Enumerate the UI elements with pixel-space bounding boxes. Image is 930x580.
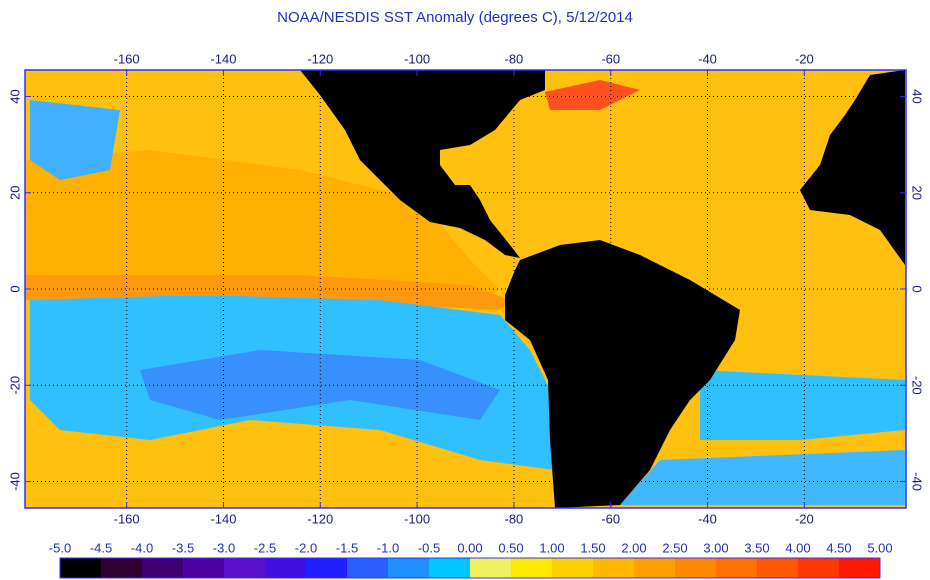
colorbar-label: 5.00 [867, 540, 892, 555]
land [800, 70, 905, 265]
cool-region [30, 100, 120, 180]
colorbar-swatch [388, 558, 429, 578]
lon-tick-label: -80 [505, 511, 524, 526]
colorbar-label: -3.0 [213, 540, 235, 555]
colorbar-swatch [593, 558, 634, 578]
colorbar-swatch [429, 558, 470, 578]
title: NOAA/NESDIS SST Anomaly (degrees C), 5/1… [277, 9, 633, 26]
land [300, 70, 545, 258]
lon-tick-label: -40 [698, 511, 717, 526]
lat-tick-label: 40 [7, 89, 22, 103]
land [505, 240, 740, 508]
colorbar-frame [59, 557, 881, 579]
colorbar-label: 4.50 [826, 540, 851, 555]
lat-tick-label: 40 [910, 89, 925, 103]
lat-tick-label: 0 [7, 285, 22, 292]
colorbar-swatch [347, 558, 388, 578]
lon-tick-label: -20 [795, 511, 814, 526]
colorbar-swatch [675, 558, 716, 578]
colorbar-label: 4.00 [785, 540, 810, 555]
lon-tick-label: -120 [307, 51, 333, 66]
lon-tick-label: -100 [404, 51, 430, 66]
colorbar-swatch [60, 558, 101, 578]
colorbar-swatch [142, 558, 183, 578]
colorbar-label: -2.5 [254, 540, 276, 555]
colorbar-swatch [839, 558, 880, 578]
colorbar-label: -3.5 [172, 540, 194, 555]
lon-tick-label: -40 [698, 51, 717, 66]
colorbar-label: -4.0 [131, 540, 153, 555]
lat-tick-label: 0 [910, 285, 925, 292]
colorbar-swatch [757, 558, 798, 578]
lon-tick-label: -80 [505, 51, 524, 66]
colorbar-swatch [798, 558, 839, 578]
colorbar-label: -5.0 [49, 540, 71, 555]
colorbar-label: 3.50 [744, 540, 769, 555]
lon-tick-label: -120 [307, 511, 333, 526]
colorbar-swatch [306, 558, 347, 578]
lat-tick-label: 20 [7, 186, 22, 200]
lon-tick-label: -100 [404, 511, 430, 526]
warm-region [25, 150, 500, 300]
lon-tick-label: -160 [114, 51, 140, 66]
colorbar-label: -1.5 [336, 540, 358, 555]
colorbar-label: 2.00 [621, 540, 646, 555]
colorbar-label: 0.50 [498, 540, 523, 555]
lon-tick-label: -60 [601, 51, 620, 66]
cold-region [140, 350, 500, 420]
lon-tick-label: -60 [601, 511, 620, 526]
colorbar-swatch [552, 558, 593, 578]
colorbar-swatch [716, 558, 757, 578]
colorbar-label: -2.0 [295, 540, 317, 555]
lat-tick-label: -20 [910, 376, 925, 395]
cool-region [620, 450, 905, 505]
cool-region [700, 370, 905, 440]
warm-patch [545, 80, 640, 110]
colorbar-swatch [183, 558, 224, 578]
lon-tick-label: -140 [210, 511, 236, 526]
colorbar-label: 0.00 [457, 540, 482, 555]
lat-tick-label: -40 [7, 472, 22, 491]
colorbar-label: 1.00 [539, 540, 564, 555]
lat-tick-label: 20 [910, 186, 925, 200]
colorbar-swatch [470, 558, 511, 578]
lon-tick-label: -140 [210, 51, 236, 66]
lon-tick-label: -20 [795, 51, 814, 66]
colorbar-swatch [511, 558, 552, 578]
colorbar-label: 1.50 [580, 540, 605, 555]
lat-tick-label: -40 [910, 472, 925, 491]
lon-tick-label: -160 [114, 511, 140, 526]
colorbar-label: -1.0 [377, 540, 399, 555]
colorbar-swatch [101, 558, 142, 578]
colorbar-label: 3.00 [703, 540, 728, 555]
colorbar-swatch [224, 558, 265, 578]
colorbar-label: -0.5 [418, 540, 440, 555]
colorbar-label: -4.5 [90, 540, 112, 555]
colorbar-swatch [265, 558, 306, 578]
colorbar-label: 2.50 [662, 540, 687, 555]
lat-tick-label: -20 [7, 376, 22, 395]
colorbar-swatch [634, 558, 675, 578]
map-area [25, 70, 906, 508]
